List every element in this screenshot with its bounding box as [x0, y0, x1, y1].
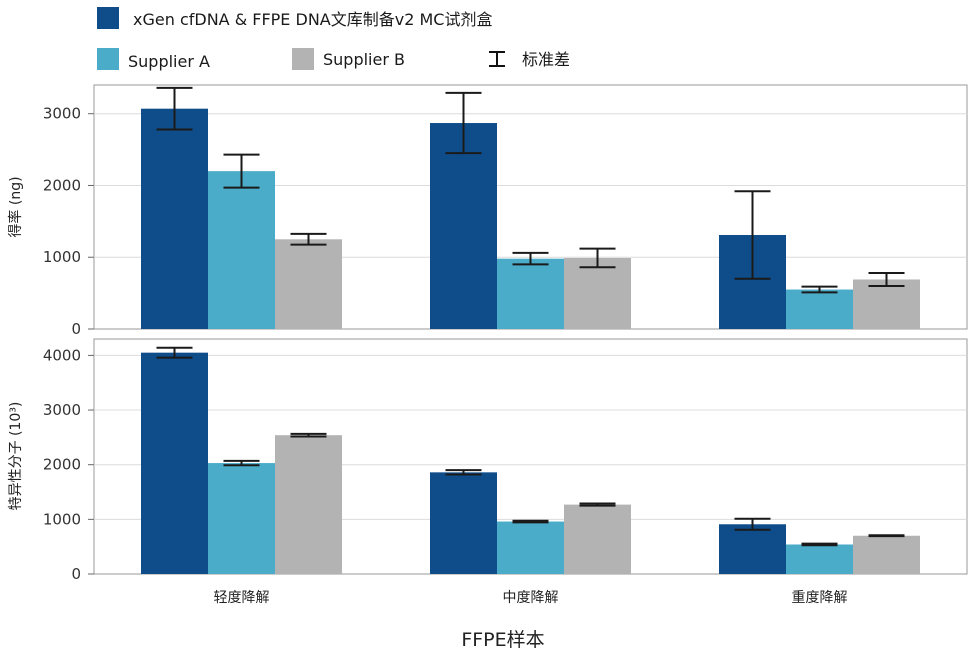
- bar-xgen: [141, 352, 208, 574]
- bar-supplier-a: [786, 289, 853, 329]
- x-category-label: 轻度降解: [214, 590, 270, 606]
- bar-supplier-b: [564, 257, 631, 329]
- error-bar-supplier-b: [290, 432, 327, 438]
- panel-yield-y-ticks: 0 1000 2000 3000: [43, 105, 94, 338]
- legend-label-std-dev: 标准差: [522, 50, 570, 69]
- y-tick-label: 0: [71, 565, 81, 583]
- panel-unique-molecules-y-ticks: 0 1000 2000 3000 4000: [43, 346, 94, 583]
- bar-supplier-a: [208, 463, 275, 574]
- y-tick-label: 4000: [43, 346, 81, 364]
- bar-xgen: [719, 524, 786, 574]
- error-bar-xgen: [734, 190, 771, 280]
- error-bar-supplier-a: [223, 459, 260, 467]
- bar-supplier-b: [275, 435, 342, 574]
- bar-xgen: [430, 472, 497, 574]
- x-axis-title: FFPE样本: [461, 629, 544, 651]
- panel-yield-bars: [141, 108, 920, 330]
- panel-yield-y-title: 得率 (ng): [7, 176, 24, 237]
- error-bar-supplier-b: [868, 272, 905, 287]
- bar-supplier-a: [497, 258, 564, 329]
- panel-unique-molecules-gridlines: [94, 354, 967, 520]
- legend-label-supplier-a: Supplier A: [128, 52, 210, 71]
- error-bar-supplier-b: [579, 502, 616, 507]
- y-tick-label: 0: [71, 320, 81, 338]
- error-bar-supplier-a: [512, 519, 549, 524]
- bar-xgen: [430, 123, 497, 329]
- bar-supplier-a: [786, 544, 853, 574]
- error-bar-supplier-b: [579, 247, 616, 269]
- y-tick-label: 3000: [43, 401, 81, 419]
- bar-supplier-b: [853, 279, 920, 329]
- error-bar-xgen: [156, 346, 193, 359]
- y-tick-label: 1000: [43, 248, 81, 266]
- y-tick-label: 3000: [43, 105, 81, 123]
- panel-unique-molecules: 0 1000 2000 3000 4000 特异性分子 (10³): [8, 338, 968, 583]
- error-bar-supplier-b: [290, 232, 327, 246]
- bar-xgen: [141, 108, 208, 330]
- bar-supplier-b: [564, 504, 631, 574]
- error-bar-xgen: [734, 517, 771, 531]
- error-bar-xgen: [445, 469, 482, 476]
- error-bar-supplier-b: [868, 534, 905, 538]
- legend-swatch-xgen: [97, 7, 119, 29]
- bar-supplier-b: [853, 535, 920, 574]
- legend-swatch-supplier-a: [97, 48, 119, 70]
- error-bar-xgen: [445, 91, 482, 155]
- legend: xGen cfDNA & FFPE DNA文库制备v2 MC试剂盒 Suppli…: [97, 7, 570, 71]
- x-category-labels: 轻度降解 中度降解 重度降解: [214, 590, 848, 606]
- bar-supplier-a: [208, 171, 275, 329]
- y-tick-label: 2000: [43, 176, 81, 194]
- error-bar-supplier-a: [512, 251, 549, 266]
- panel-unique-molecules-error-bars: [156, 346, 905, 547]
- legend-label-xgen: xGen cfDNA & FFPE DNA文库制备v2 MC试剂盒: [133, 10, 492, 29]
- panel-unique-molecules-y-title: 特异性分子 (10³): [8, 402, 24, 511]
- error-bar-legend-icon: [489, 51, 505, 67]
- panel-unique-molecules-bars: [141, 352, 920, 574]
- error-bar-xgen: [156, 86, 193, 131]
- bar-supplier-b: [275, 239, 342, 329]
- bar-supplier-a: [497, 521, 564, 574]
- y-tick-label: 1000: [43, 510, 81, 528]
- error-bar-supplier-a: [223, 153, 260, 189]
- error-bar-supplier-a: [801, 285, 838, 294]
- x-category-label: 中度降解: [503, 590, 559, 606]
- x-category-label: 重度降解: [792, 590, 848, 606]
- error-bar-supplier-a: [801, 542, 838, 547]
- panel-yield-error-bars: [156, 86, 905, 294]
- panel-yield: 0 1000 2000 3000 得率 (ng): [7, 84, 968, 338]
- legend-label-supplier-b: Supplier B: [323, 50, 405, 69]
- legend-swatch-supplier-b: [292, 48, 314, 70]
- y-tick-label: 2000: [43, 456, 81, 474]
